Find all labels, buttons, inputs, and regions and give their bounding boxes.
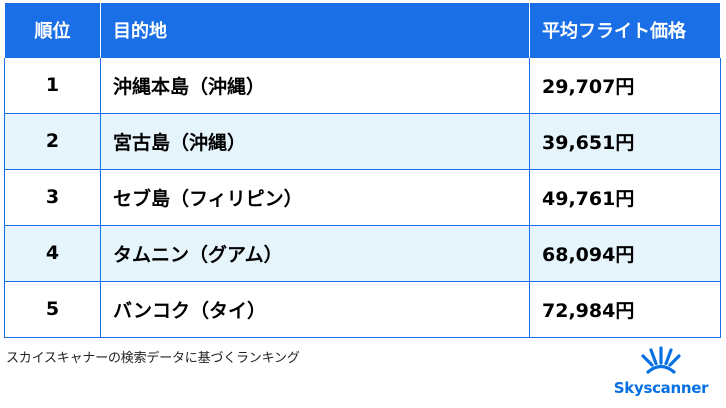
destination-cell: 沖縄本島（沖縄） <box>100 56 530 114</box>
price-cell: 72,984円 <box>529 280 721 338</box>
skyscanner-logo: Skyscanner <box>605 345 717 399</box>
destination-cell: 宮古島（沖縄） <box>100 112 530 170</box>
brand-name: Skyscanner <box>613 379 709 397</box>
table-row: 3 セブ島（フィリピン） 49,761円 <box>4 168 721 226</box>
header-price: 平均フライト価格 <box>529 3 721 57</box>
table-header-row: 順位 目的地 平均フライト価格 <box>4 3 721 57</box>
table-row: 4 タムニン（グアム） 68,094円 <box>4 224 721 282</box>
price-cell: 68,094円 <box>529 224 721 282</box>
ranking-table: 順位 目的地 平均フライト価格 1 沖縄本島（沖縄） 29,707円 2 宮古島… <box>4 3 721 338</box>
rank-cell: 4 <box>4 224 101 282</box>
header-destination: 目的地 <box>100 3 530 57</box>
price-cell: 29,707円 <box>529 56 721 114</box>
rank-cell: 5 <box>4 280 101 338</box>
table-row: 5 バンコク（タイ） 72,984円 <box>4 280 721 338</box>
footnote: スカイスキャナーの検索データに基づくランキング <box>6 351 300 366</box>
rank-cell: 1 <box>4 56 101 114</box>
destination-cell: バンコク（タイ） <box>100 280 530 338</box>
header-rank: 順位 <box>4 3 101 57</box>
rank-cell: 2 <box>4 112 101 170</box>
table-row: 1 沖縄本島（沖縄） 29,707円 <box>4 56 721 114</box>
price-cell: 39,651円 <box>529 112 721 170</box>
rank-cell: 3 <box>4 168 101 226</box>
table-row: 2 宮古島（沖縄） 39,651円 <box>4 112 721 170</box>
destination-cell: タムニン（グアム） <box>100 224 530 282</box>
price-cell: 49,761円 <box>529 168 721 226</box>
destination-cell: セブ島（フィリピン） <box>100 168 530 226</box>
sunrise-logo-icon <box>641 346 681 374</box>
